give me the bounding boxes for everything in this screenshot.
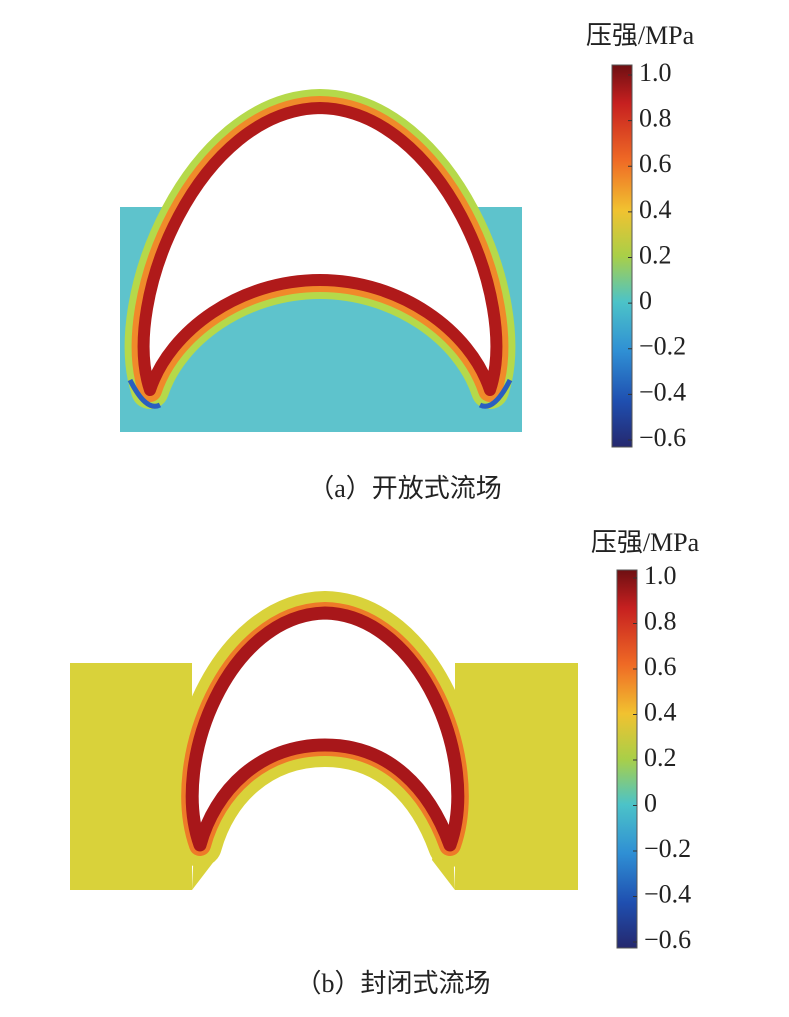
colorbar-tick-label: 1.0	[639, 58, 672, 87]
colorbar-tick-label: 0.6	[644, 652, 677, 681]
colorbar-title: 压强/MPa	[591, 528, 700, 557]
colorbar-tick-label: 0.8	[639, 104, 672, 133]
colorbar-tick-label: 0	[639, 286, 652, 315]
colorbar-tick-label: 0.4	[644, 697, 677, 726]
colorbar-tick-label: 0	[644, 788, 657, 817]
colorbar-b: 压强/MPa 1.0 0.8 0.6 0.4 0.2 0 −0.2 −0.4 −0.6	[591, 528, 700, 954]
colorbar-tick-label: 0.2	[639, 240, 672, 269]
colorbar-tick-label: −0.4	[639, 377, 686, 406]
colorbar-tick-label: −0.6	[639, 423, 686, 452]
colorbar-tick-label: 0.6	[639, 149, 672, 178]
colorbar-a: 压强/MPa 1.0 0.8 0.6 0.4 0.2 0 −0.2 −0.4 −0.6	[586, 21, 695, 452]
colorbar-tick-label: 1.0	[644, 561, 677, 590]
colorbar-tick-label: 0.2	[644, 743, 677, 772]
field-closed	[70, 591, 578, 890]
caption: （a）开放式流场	[308, 474, 502, 503]
caption: （b）封闭式流场	[295, 969, 490, 998]
colorbar-tick-label: −0.2	[644, 834, 691, 863]
colorbar-tick-label: 0.4	[639, 195, 672, 224]
colorbar-tick-label: −0.4	[644, 879, 691, 908]
colorbar-tick-label: −0.2	[639, 332, 686, 361]
colorbar-title: 压强/MPa	[586, 21, 695, 50]
colorbar-tick-label: −0.6	[644, 925, 691, 954]
colorbar-tick-label: 0.8	[644, 606, 677, 635]
field-open	[120, 89, 522, 432]
